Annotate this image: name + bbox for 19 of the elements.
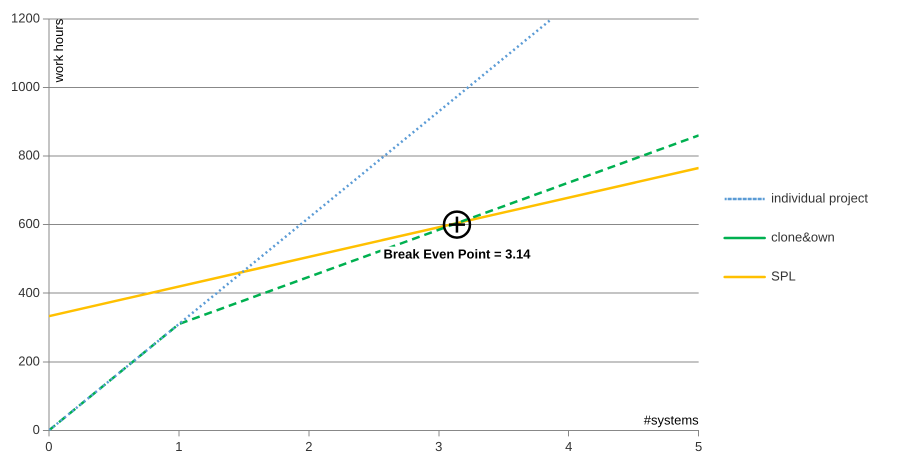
- legend-label: individual project: [771, 190, 868, 206]
- y-tick-label: 1000: [11, 78, 40, 94]
- x-axis-title: #systems: [644, 412, 700, 428]
- y-tick-label: 200: [18, 353, 40, 368]
- x-tick-label: 3: [435, 438, 442, 454]
- y-tick-label: 800: [18, 148, 40, 163]
- y-axis-title: work hours: [51, 18, 66, 84]
- y-tick-label: 600: [18, 216, 40, 232]
- x-tick-label: 0: [45, 438, 53, 454]
- y-tick-label: 400: [18, 284, 40, 300]
- y-tick-label: 1200: [11, 10, 40, 26]
- x-tick-label: 1: [175, 438, 182, 454]
- x-tick-label: 2: [305, 438, 312, 454]
- legend-label: SPL: [771, 268, 796, 284]
- legend-label: clone&own: [771, 230, 835, 245]
- x-tick-label: 4: [565, 438, 572, 454]
- x-tick-label: 5: [695, 438, 702, 454]
- y-tick-label: 0: [32, 422, 40, 437]
- annotation: Break Even Point = 3.14: [383, 246, 532, 262]
